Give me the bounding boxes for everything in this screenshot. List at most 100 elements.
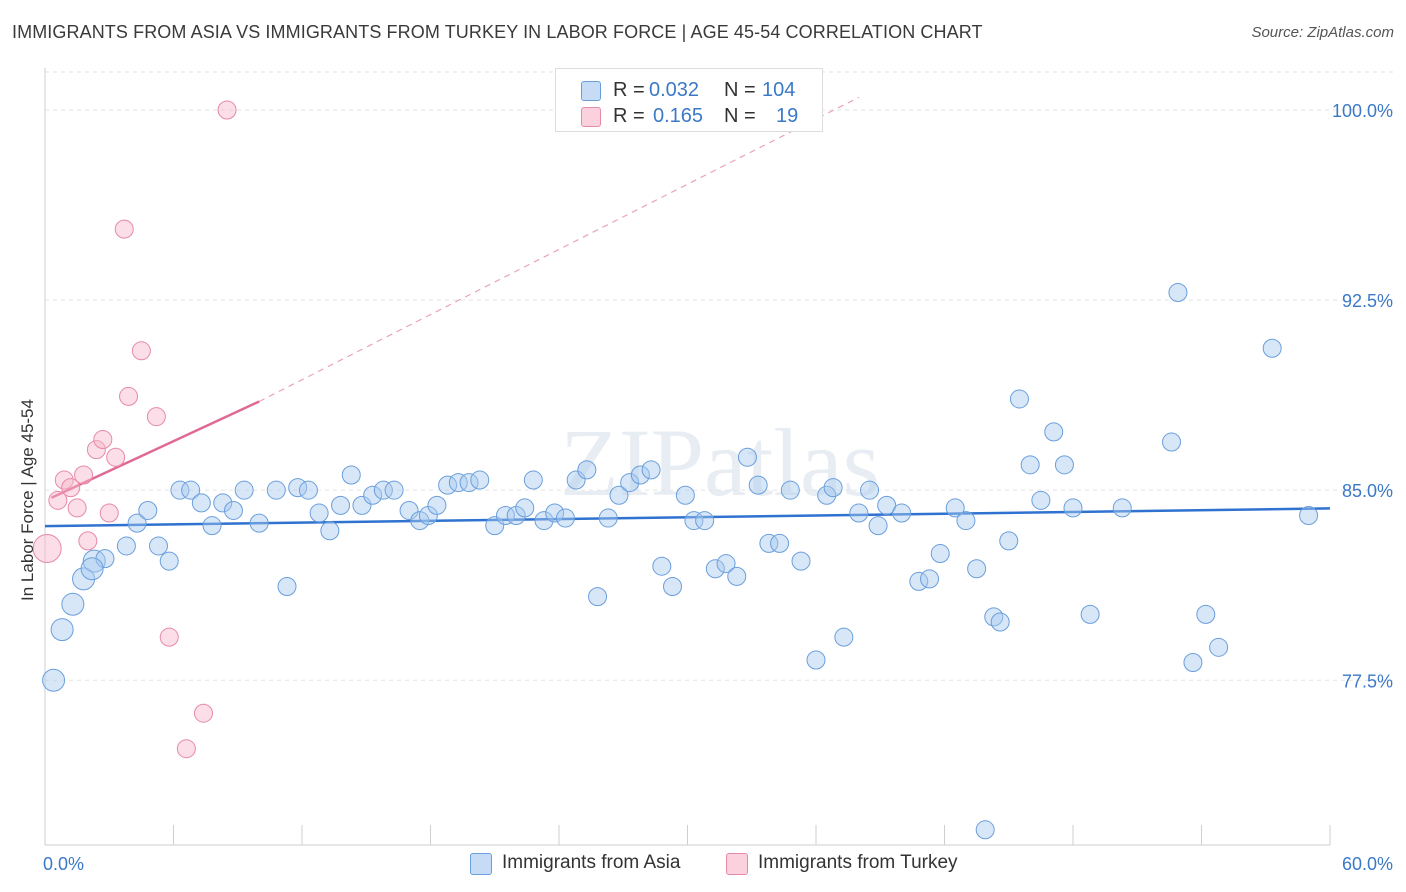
trend-dashed-turkey	[258, 96, 860, 403]
point-asia	[1299, 506, 1319, 526]
chart-title: IMMIGRANTS FROM ASIA VS IMMIGRANTS FROM …	[12, 22, 983, 42]
legend-swatch-turkey	[726, 853, 748, 875]
point-asia	[877, 495, 897, 515]
point-asia	[1168, 282, 1188, 302]
point-turkey	[176, 739, 196, 759]
point-turkey	[32, 533, 62, 563]
point-asia	[82, 549, 106, 573]
point-asia	[727, 566, 747, 586]
point-asia	[202, 516, 222, 536]
point-asia	[80, 557, 104, 581]
point-asia	[485, 516, 505, 536]
point-turkey	[99, 503, 119, 523]
correlation-legend: R = 0.032 N = 104 R = 0.165 N = 19	[555, 68, 823, 132]
point-turkey	[48, 490, 68, 510]
point-asia	[159, 551, 179, 571]
point-asia	[320, 521, 340, 541]
point-asia	[956, 511, 976, 531]
point-asia	[1162, 432, 1182, 452]
point-asia	[72, 567, 96, 591]
point-asia	[266, 480, 286, 500]
point-turkey	[131, 341, 151, 361]
point-asia	[975, 820, 995, 840]
point-asia	[684, 511, 704, 531]
y-axis-label: In Labor Force | Age 45-54	[18, 399, 37, 601]
point-asia	[716, 554, 736, 574]
point-asia	[1020, 455, 1040, 475]
point-turkey	[114, 219, 134, 239]
point-asia	[470, 470, 490, 490]
point-asia	[534, 511, 554, 531]
point-asia	[823, 478, 843, 498]
legend-r-value: 0.165	[653, 105, 704, 127]
point-asia	[127, 513, 147, 533]
point-asia	[817, 485, 837, 505]
point-turkey	[61, 478, 81, 498]
legend-r-label: R =	[613, 105, 645, 127]
point-asia	[930, 544, 950, 564]
point-turkey	[78, 531, 98, 551]
point-asia	[170, 480, 190, 500]
watermark: ZIPatlas	[560, 409, 880, 516]
point-asia	[675, 485, 695, 505]
point-asia	[1262, 338, 1282, 358]
point-asia	[42, 668, 66, 692]
point-asia	[1196, 604, 1216, 624]
point-asia	[1044, 422, 1064, 442]
point-asia	[331, 495, 351, 515]
point-asia	[1080, 604, 1100, 624]
y-tick-label: 85.0%	[1342, 481, 1393, 501]
data-points	[32, 100, 1319, 840]
y-axis-label-wrap: In Labor Force | Age 45-54	[16, 300, 40, 700]
point-asia	[149, 536, 169, 556]
tick-labels: 77.5% 85.0% 92.5% 100.0% 0.0% 60.0%	[43, 101, 1393, 874]
trend-lines	[44, 96, 1331, 528]
point-asia	[990, 612, 1010, 632]
legend-n-value: 104	[762, 79, 796, 101]
point-asia	[523, 470, 543, 490]
point-asia	[737, 447, 757, 467]
point-asia	[695, 511, 715, 531]
point-asia	[399, 500, 419, 520]
point-asia	[1054, 455, 1074, 475]
point-turkey	[146, 407, 166, 427]
point-asia	[1063, 498, 1083, 518]
point-asia	[191, 493, 211, 513]
point-asia	[341, 465, 361, 485]
point-asia	[427, 495, 447, 515]
point-asia	[249, 513, 269, 533]
point-asia	[363, 485, 383, 505]
point-turkey	[217, 100, 237, 120]
point-turkey	[193, 703, 213, 723]
point-asia	[641, 460, 661, 480]
point-asia	[448, 473, 468, 493]
point-asia	[223, 500, 243, 520]
point-asia	[1183, 653, 1203, 673]
point-asia	[309, 503, 329, 523]
point-asia	[1112, 498, 1132, 518]
point-asia	[806, 650, 826, 670]
x-tick-label: 0.0%	[43, 854, 84, 874]
point-asia	[555, 508, 575, 528]
point-asia	[759, 533, 779, 553]
point-asia	[566, 470, 586, 490]
axes	[44, 68, 1331, 846]
point-asia	[181, 480, 201, 500]
legend-label-turkey: Immigrants from Turkey	[758, 852, 958, 873]
trend-line-turkey	[50, 400, 260, 499]
legend-swatch-asia	[470, 853, 492, 875]
x-tick-label: 60.0%	[1342, 854, 1393, 874]
grid-lines	[45, 71, 1395, 681]
legend-r-value: 0.032	[649, 79, 700, 101]
point-asia	[1009, 389, 1029, 409]
legend-swatch-asia	[581, 81, 601, 101]
source-label: Source: ZipAtlas.com	[1251, 24, 1394, 41]
point-asia	[834, 627, 854, 647]
y-tick-label: 77.5%	[1342, 671, 1393, 691]
point-asia	[116, 536, 136, 556]
point-asia	[945, 498, 965, 518]
point-turkey	[74, 465, 94, 485]
point-asia	[849, 503, 869, 523]
point-asia	[663, 576, 683, 596]
